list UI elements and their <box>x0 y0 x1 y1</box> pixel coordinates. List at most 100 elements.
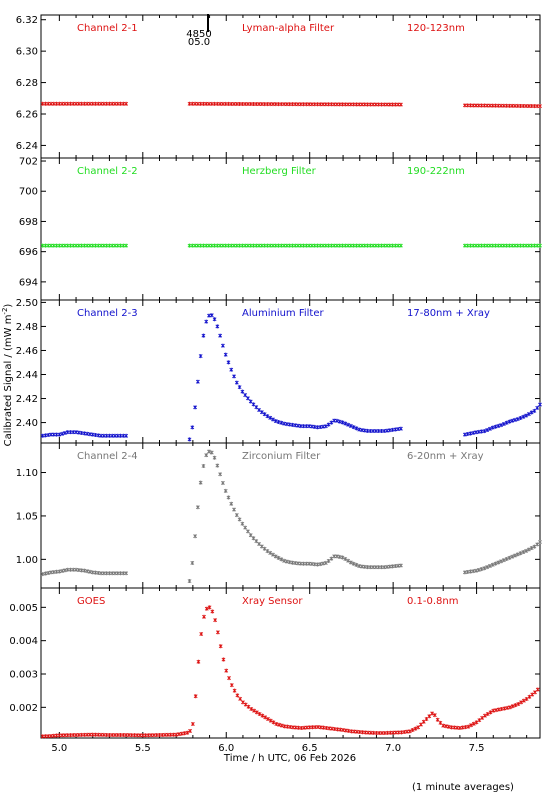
data-point <box>318 243 323 248</box>
data-point <box>282 421 287 426</box>
data-point <box>326 558 331 563</box>
data-point <box>284 243 289 248</box>
data-point <box>104 243 109 248</box>
data-point <box>321 102 325 107</box>
data-point <box>85 243 90 248</box>
data-point <box>488 426 492 431</box>
data-point <box>351 243 356 248</box>
data-point <box>527 694 532 699</box>
x-tick-label: 7.0 <box>385 743 401 754</box>
data-point <box>468 431 473 436</box>
data-point <box>220 243 225 248</box>
data-point <box>457 726 462 730</box>
data-point <box>271 243 275 248</box>
data-point <box>504 243 509 248</box>
panel-frame <box>40 157 541 301</box>
data-point <box>521 550 526 555</box>
data-point <box>510 554 515 559</box>
data-point <box>373 102 378 107</box>
data-point <box>282 102 287 107</box>
panel-4: 1.00 1.05 1.10 Channel 2-4 Zirconium Filter 6… <box>16 442 542 589</box>
data-point <box>276 102 281 107</box>
data-point <box>124 571 129 576</box>
data-point <box>88 432 92 437</box>
data-point <box>524 243 529 248</box>
data-point <box>538 539 542 544</box>
data-point <box>99 433 103 438</box>
data-point <box>46 243 51 248</box>
y-tick-label: 2.46 <box>16 346 38 357</box>
data-point <box>187 437 192 442</box>
data-point <box>232 101 236 106</box>
data-point <box>307 102 312 107</box>
data-point <box>435 717 440 722</box>
data-point <box>271 417 275 422</box>
data-point <box>104 101 109 106</box>
data-point <box>379 428 384 433</box>
data-point <box>438 720 443 725</box>
data-point <box>529 410 534 415</box>
data-segment-1 <box>40 430 129 438</box>
data-point <box>510 243 515 248</box>
data-point <box>279 420 284 425</box>
data-point <box>396 102 401 107</box>
data-point <box>198 101 203 106</box>
data-point <box>287 243 292 248</box>
data-point <box>196 659 201 664</box>
data-point <box>215 101 220 106</box>
data-point <box>232 374 236 379</box>
data-point <box>312 424 317 429</box>
data-point <box>315 562 320 567</box>
data-point <box>246 243 250 248</box>
data-point <box>276 243 281 248</box>
y-tick-label: 2.44 <box>16 370 38 381</box>
data-point <box>496 707 501 712</box>
data-point <box>218 644 223 649</box>
data-point <box>99 243 103 248</box>
data-point <box>482 566 487 571</box>
x-tick-label: 6.5 <box>302 743 318 754</box>
panel-label-1: Channel 2-2 <box>77 166 138 177</box>
data-point <box>518 243 523 248</box>
panel-5: 0.002 0.003 0.004 0.005 GOES Xray Sensor 0.1-0… <box>9 587 541 739</box>
data-point <box>54 101 59 106</box>
x-tick-label: 6.0 <box>218 743 234 754</box>
data-point <box>538 104 542 109</box>
data-point <box>441 723 446 728</box>
data-point <box>195 379 200 384</box>
data-point <box>113 733 117 737</box>
data-point <box>482 429 487 434</box>
data-point <box>190 243 195 248</box>
data-point <box>326 422 331 427</box>
data-segment-3 <box>462 402 542 437</box>
data-point <box>332 554 337 559</box>
data-point <box>323 560 328 565</box>
data-point <box>85 431 90 436</box>
data-point <box>485 428 490 433</box>
data-point <box>396 427 401 432</box>
data-point <box>271 720 276 725</box>
data-point <box>207 449 211 454</box>
data-point <box>462 570 467 575</box>
data-point <box>376 565 381 570</box>
data-point <box>387 243 392 248</box>
data-point <box>343 421 348 426</box>
data-point <box>79 101 84 106</box>
data-point <box>343 102 348 107</box>
data-point <box>287 422 292 427</box>
data-point <box>193 405 198 410</box>
data-point <box>323 102 328 107</box>
data-point <box>115 571 120 576</box>
data-point <box>315 102 320 107</box>
data-point <box>51 101 56 106</box>
data-point <box>301 424 306 429</box>
data-point <box>480 715 485 720</box>
data-point <box>346 102 350 107</box>
data-point <box>501 558 506 563</box>
data-point <box>273 102 278 107</box>
y-tick-label: 1.10 <box>16 468 38 479</box>
data-point <box>65 430 70 435</box>
data-point <box>104 433 109 438</box>
data-segment-3 <box>462 103 542 109</box>
